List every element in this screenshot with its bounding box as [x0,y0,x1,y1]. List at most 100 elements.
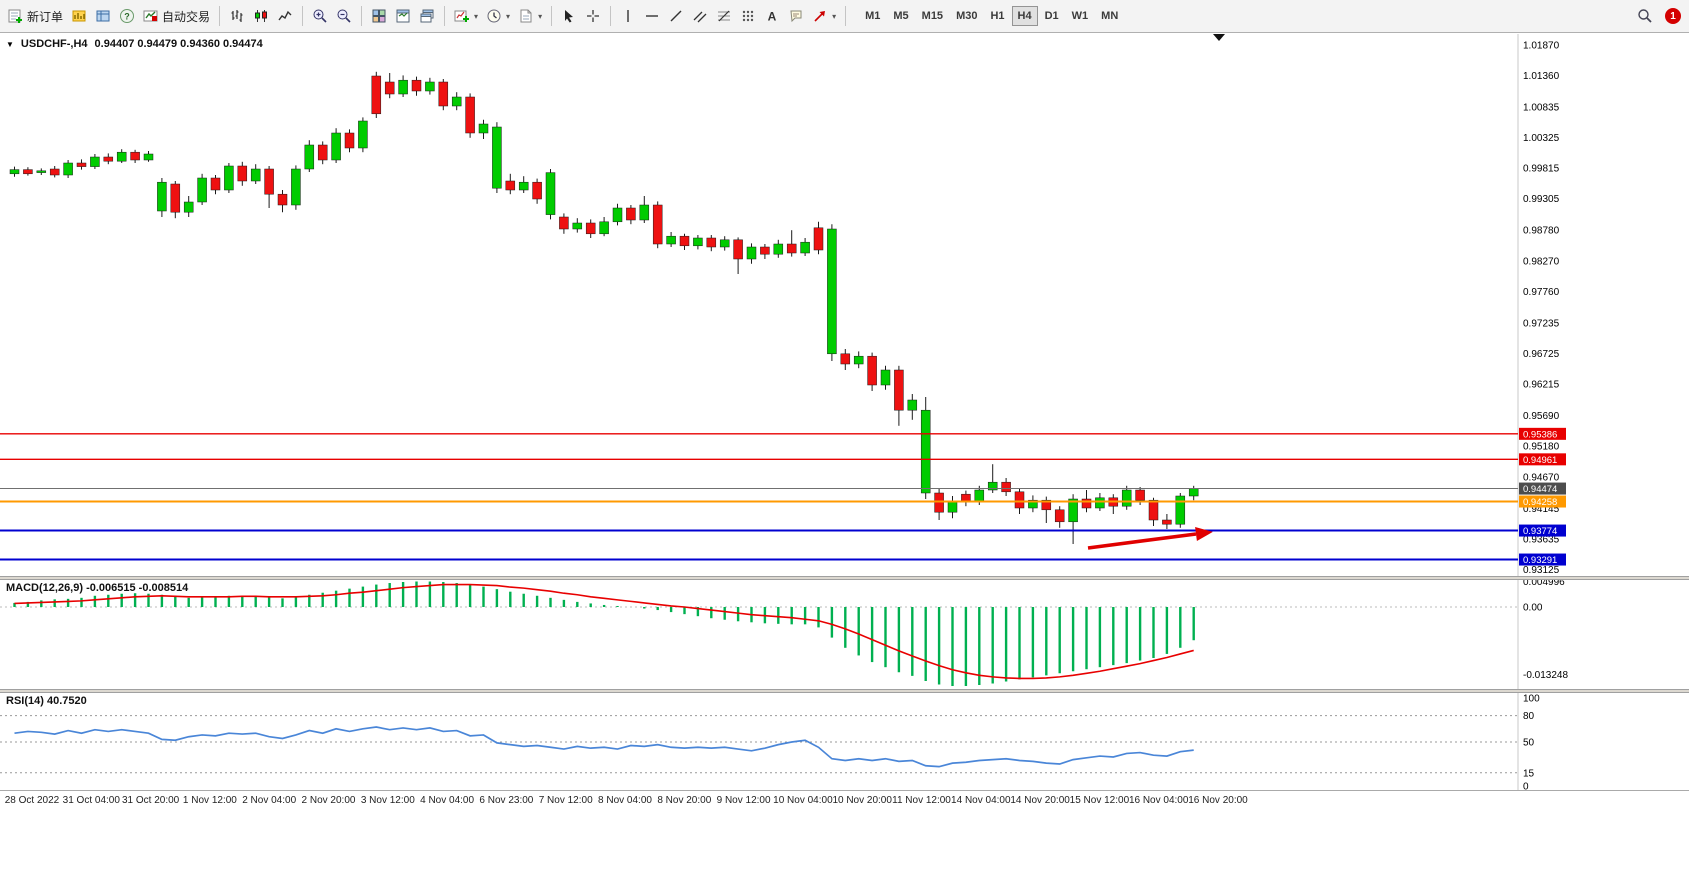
candle-body [1014,491,1025,509]
price-label-value: 0.94961 [1523,455,1557,466]
candle-body [639,204,650,221]
data-window-button[interactable] [91,4,115,28]
price-tick-label: 0.94670 [1523,472,1560,483]
timeframe-M5[interactable]: M5 [887,6,914,26]
macd-panel-canvas[interactable]: 0.004996 0.00 -0.013248 [0,580,1689,689]
trendline-icon [670,10,682,22]
fibonacci-button[interactable] [712,4,736,28]
indicators-button[interactable]: ▾ [450,4,482,28]
line-chart-button[interactable] [273,4,297,28]
symbol-dropdown-icon[interactable]: ▼ [6,39,14,49]
candle-body [585,222,596,235]
candle-body [1095,497,1105,509]
time-label: 16 Nov 04:00 [1129,795,1189,806]
main-toolbar: 新订单 ? 自动交易 ▾ ▾ [0,0,1689,33]
trend-arrow-head[interactable] [1195,527,1213,541]
rsi-line [14,726,1194,768]
timeframe-H4[interactable]: H4 [1011,6,1038,26]
candle-body [612,207,623,223]
candle-body [746,246,757,260]
main-chart-canvas[interactable]: 1.01870 1.01360 1.00835 1.00325 0.99815 0.993… [0,34,1689,576]
candle-body [1028,499,1038,509]
autotrading-button[interactable]: 自动交易 [139,4,214,28]
timeframe-M1[interactable]: M1 [859,6,886,26]
price-tick-label: 1.00325 [1523,133,1560,144]
time-label: 4 Nov 04:00 [420,795,474,806]
candle-body [63,162,73,176]
arrow-object-icon [814,11,826,22]
candlestick-chart-button[interactable] [249,4,273,28]
timeframe-D1[interactable]: D1 [1039,6,1065,26]
candle-body [1081,498,1092,509]
candle-body [733,239,743,260]
timeframe-H1[interactable]: H1 [984,6,1010,26]
rsi-header: RSI(14) 40.7520 [6,695,87,707]
text-icon: A [768,10,777,24]
crosshair-icon [587,10,600,22]
svg-text:?: ? [124,12,130,22]
shapes-button[interactable] [736,4,760,28]
chart-shift-marker[interactable] [1213,34,1225,41]
new-order-button[interactable]: 新订单 [4,4,67,28]
horizontal-line-button[interactable] [640,4,664,28]
timeframe-MN[interactable]: MN [1095,6,1124,26]
candle-body [9,169,20,175]
cursor-button[interactable] [557,4,581,28]
vertical-line-button[interactable] [616,4,640,28]
channel-button[interactable] [688,4,712,28]
timeframe-M30[interactable]: M30 [950,6,983,26]
timeframe-M15[interactable]: M15 [916,6,949,26]
time-label: 7 Nov 12:00 [539,795,593,806]
text-label-button[interactable] [784,4,808,28]
trendline-button[interactable] [664,4,688,28]
arrows-button[interactable]: ▾ [808,4,840,28]
macd-panel-divider[interactable] [0,576,1689,580]
timeframe-W1[interactable]: W1 [1066,6,1095,26]
candle-body [143,153,154,161]
crosshair-button[interactable] [581,4,605,28]
symbol-ohlc-label: ▼ USDCHF-,H4 0.94407 0.94479 0.94360 0.9… [6,38,263,50]
time-label: 8 Nov 20:00 [657,795,711,806]
dropdown-caret-icon: ▾ [832,11,837,21]
bar-chart-button[interactable] [225,4,249,28]
autotrading-label: 自动交易 [162,9,211,24]
zoom-in-button[interactable] [308,4,332,28]
market-watch-button[interactable] [67,4,91,28]
autotrading-icon [143,10,158,22]
time-axis[interactable]: 28 Oct 2022 31 Oct 04:00 31 Oct 20:00 1 Nov… [0,790,1689,810]
candle-body [934,492,944,513]
cascade-windows-button[interactable] [415,4,439,28]
time-label: 14 Nov 04:00 [951,795,1011,806]
candle-body [706,237,717,248]
tile-windows-button[interactable] [367,4,391,28]
time-label: 6 Nov 23:00 [479,795,533,806]
candle-body [197,177,207,203]
rsi-panel-canvas[interactable]: 100 80 50 15 0 [0,693,1689,791]
candle-body [398,79,408,95]
time-label: 9 Nov 12:00 [717,795,771,806]
time-label: 31 Oct 20:00 [122,795,180,806]
candle-body [170,183,181,213]
text-button[interactable]: A [760,4,784,28]
candle-body [1188,488,1199,497]
rsi-panel-divider[interactable] [0,689,1689,693]
arrange-windows-button[interactable] [391,4,415,28]
help-button[interactable]: ? [115,4,139,28]
candle-body [1175,495,1186,525]
price-tick-label: 0.97760 [1523,287,1560,298]
candle-body [49,168,60,176]
candle-body [451,96,462,107]
candle-body [264,168,274,195]
candle-body [103,156,114,162]
time-label: 10 Nov 20:00 [832,795,892,806]
templates-button[interactable]: ▾ [514,4,546,28]
trend-arrow-shaft[interactable] [1087,532,1197,550]
clock-icon [487,9,501,23]
zoom-out-button[interactable] [332,4,356,28]
time-label: 14 Nov 20:00 [1010,795,1070,806]
search-button[interactable] [1633,4,1657,28]
new-order-label: 新订单 [27,9,64,24]
periods-button[interactable]: ▾ [482,4,514,28]
notifications-badge[interactable]: 1 [1665,8,1681,24]
candle-body [1148,499,1159,521]
